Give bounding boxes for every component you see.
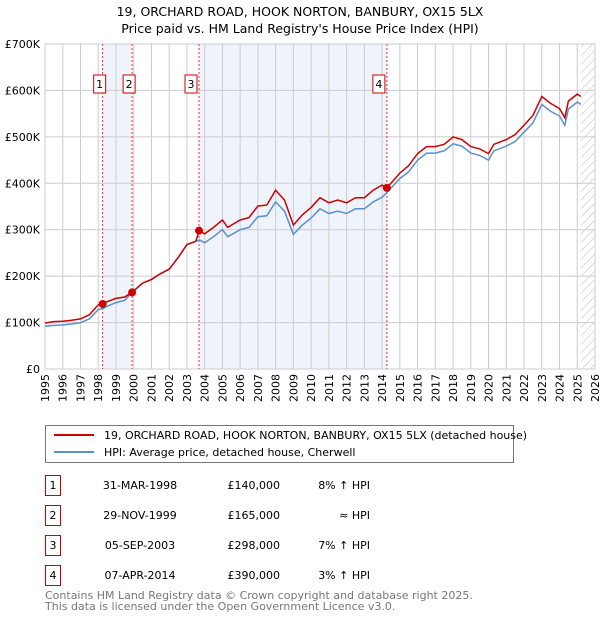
sale-row: 3 05-SEP-2003 £298,000 7% ↑ HPI — [45, 535, 565, 556]
sale-hpi-comparison: 3% ↑ HPI — [318, 569, 370, 582]
sale-date: 29-NOV-1999 — [103, 509, 177, 522]
sale-label: 2 — [126, 78, 133, 91]
x-tick-label: 2007 — [252, 374, 265, 402]
sale-label: 4 — [375, 78, 382, 91]
chart-subtitle: Price paid vs. HM Land Registry's House … — [121, 21, 479, 36]
x-tick-label: 1996 — [57, 374, 70, 402]
sale-row: 4 07-APR-2014 £390,000 3% ↑ HPI — [45, 565, 565, 586]
y-tick-label: £700K — [5, 38, 41, 51]
y-tick-label: £400K — [5, 177, 41, 190]
sale-date: 07-APR-2014 — [104, 569, 176, 582]
y-tick-label: £600K — [5, 84, 41, 97]
x-tick-label: 1997 — [74, 374, 87, 402]
x-tick-label: 2004 — [199, 374, 212, 402]
x-tick-label: 2026 — [589, 374, 600, 402]
sale-label-box — [372, 74, 386, 94]
x-tick-label: 2018 — [447, 374, 460, 402]
x-tick-label: 2011 — [323, 374, 336, 402]
x-tick-label: 2020 — [483, 374, 496, 402]
x-tick-label: 2001 — [145, 374, 158, 402]
x-tick-label: 2017 — [429, 374, 442, 402]
sale-point — [382, 183, 391, 192]
x-tick-label: 2024 — [554, 374, 567, 402]
legend-swatch-hpi — [54, 451, 94, 453]
sale-label-box — [122, 74, 136, 94]
sale-number: 4 — [45, 565, 61, 586]
x-tick-label: 2013 — [358, 374, 371, 402]
sale-label: 3 — [188, 78, 195, 91]
sale-point — [195, 226, 203, 235]
x-tick-label: 2010 — [305, 374, 318, 402]
y-tick-label: £500K — [5, 131, 41, 144]
x-tick-label: 2006 — [234, 374, 247, 402]
x-tick-label: 2022 — [518, 374, 531, 402]
sale-point — [98, 300, 107, 308]
sale-row: 2 29-NOV-1999 £165,000 ≈ HPI — [45, 505, 565, 526]
y-tick-label: £0 — [26, 363, 40, 376]
sale-hpi-comparison: ≈ HPI — [339, 509, 370, 522]
x-tick-label: 2014 — [376, 374, 389, 402]
sale-number: 3 — [45, 535, 61, 556]
sale-label-box — [93, 74, 107, 94]
x-tick-label: 2002 — [163, 374, 176, 402]
x-tick-label: 2008 — [270, 374, 283, 402]
x-tick-label: 2023 — [536, 374, 549, 402]
footer-licence: This data is licensed under the Open Gov… — [45, 600, 396, 613]
shaded-range — [102, 44, 133, 369]
x-tick-label: 2003 — [181, 374, 194, 402]
sale-number: 1 — [45, 475, 61, 496]
sale-price: £140,000 — [227, 479, 281, 492]
plot-border — [44, 43, 596, 370]
x-tick-label: 2025 — [571, 374, 584, 402]
x-tick-label: 2012 — [341, 374, 354, 402]
x-tick-label: 2005 — [216, 374, 229, 402]
forecast-hatch — [580, 44, 595, 369]
legend: 19, ORCHARD ROAD, HOOK NORTON, BANBURY, … — [45, 425, 527, 463]
sale-label-box — [184, 74, 198, 94]
sale-hpi-comparison: 8% ↑ HPI — [318, 479, 370, 492]
sale-price: £298,000 — [227, 539, 281, 552]
footer-copyright: Contains HM Land Registry data © Crown c… — [45, 589, 473, 602]
y-tick-label: £300K — [5, 224, 41, 237]
sale-price: £390,000 — [227, 569, 281, 582]
x-tick-label: 2015 — [394, 374, 407, 402]
legend-swatch-property — [54, 434, 94, 436]
sale-row: 1 31-MAR-1998 £140,000 8% ↑ HPI — [45, 475, 565, 496]
sale-point — [128, 288, 137, 297]
sale-label: 1 — [96, 78, 103, 91]
x-tick-label: 2016 — [412, 374, 425, 402]
y-tick-label: £200K — [5, 270, 41, 283]
sale-date: 31-MAR-1998 — [102, 479, 178, 492]
sale-price: £165,000 — [227, 509, 281, 522]
sale-hpi-comparison: 7% ↑ HPI — [318, 539, 370, 552]
x-tick-label: 1999 — [110, 374, 123, 402]
x-tick-label: 1998 — [92, 374, 105, 402]
x-tick-label: 2009 — [287, 374, 300, 402]
x-tick-label: 2000 — [128, 374, 141, 402]
x-tick-label: 2021 — [500, 374, 513, 402]
y-tick-label: £100K — [5, 317, 41, 330]
legend-label-property: 19, ORCHARD ROAD, HOOK NORTON, BANBURY, … — [104, 428, 528, 442]
x-tick-label: 1995 — [39, 374, 52, 402]
x-tick-label: 2019 — [465, 374, 478, 402]
plot-area: 1995 1996 1997 1998 1999 2000 2001 2002 2003 2004… — [5, 38, 600, 402]
sale-number: 2 — [45, 505, 61, 526]
chart-title: 19, ORCHARD ROAD, HOOK NORTON, BANBURY, … — [116, 4, 484, 19]
legend-label-hpi: HPI: Average price, detached house, Cher… — [104, 445, 356, 459]
sale-date: 05-SEP-2003 — [104, 539, 176, 552]
